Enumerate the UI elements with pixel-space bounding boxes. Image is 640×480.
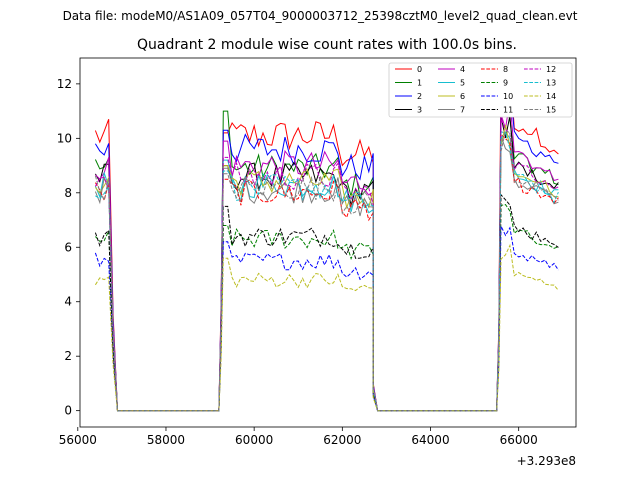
- y-tick-label: 6: [64, 240, 72, 254]
- x-axis: 56000 58000 60000 62000 64000 66000: [59, 427, 538, 447]
- legend-label-14: 14: [546, 92, 556, 101]
- series-layer: [94, 65, 559, 412]
- legend-label-15: 15: [546, 106, 556, 115]
- y-tick-label: 12: [57, 77, 72, 91]
- chart-suptitle: Data file: modeM0/AS1A09_057T04_90000037…: [63, 9, 578, 23]
- x-tick-label: 66000: [500, 433, 538, 447]
- legend-label-12: 12: [546, 65, 556, 74]
- legend-label-2: 2: [417, 92, 422, 101]
- x-tick-label: 56000: [59, 433, 97, 447]
- y-tick-label: 8: [64, 186, 72, 200]
- series-line-15: [94, 130, 559, 412]
- x-tick-label: 60000: [235, 433, 273, 447]
- x-axis-offset-label: +3.293e8: [517, 454, 576, 468]
- x-tick-label: 58000: [147, 433, 185, 447]
- legend-label-6: 6: [460, 92, 465, 101]
- y-tick-label: 2: [64, 349, 72, 363]
- x-tick-label: 62000: [323, 433, 361, 447]
- y-axis: 0 2 4 6 8 10 12: [57, 77, 80, 418]
- legend-label-13: 13: [546, 79, 556, 88]
- legend-box: [388, 62, 573, 118]
- legend-label-10: 10: [503, 92, 513, 101]
- legend-label-5: 5: [460, 79, 465, 88]
- y-tick-label: 0: [64, 404, 72, 418]
- legend-label-9: 9: [503, 79, 508, 88]
- plot-area: [79, 57, 577, 428]
- legend-label-4: 4: [460, 65, 465, 74]
- legend-label-1: 1: [417, 79, 422, 88]
- y-tick-label: 4: [64, 295, 72, 309]
- chart-title: Quadrant 2 module wise count rates with …: [137, 37, 517, 53]
- legend-label-0: 0: [417, 65, 422, 74]
- x-tick-label: 64000: [411, 433, 449, 447]
- y-tick-label: 10: [57, 131, 72, 145]
- legend-label-7: 7: [460, 106, 465, 115]
- legend-label-11: 11: [503, 106, 513, 115]
- legend-label-3: 3: [417, 106, 422, 115]
- legend-label-8: 8: [503, 65, 508, 74]
